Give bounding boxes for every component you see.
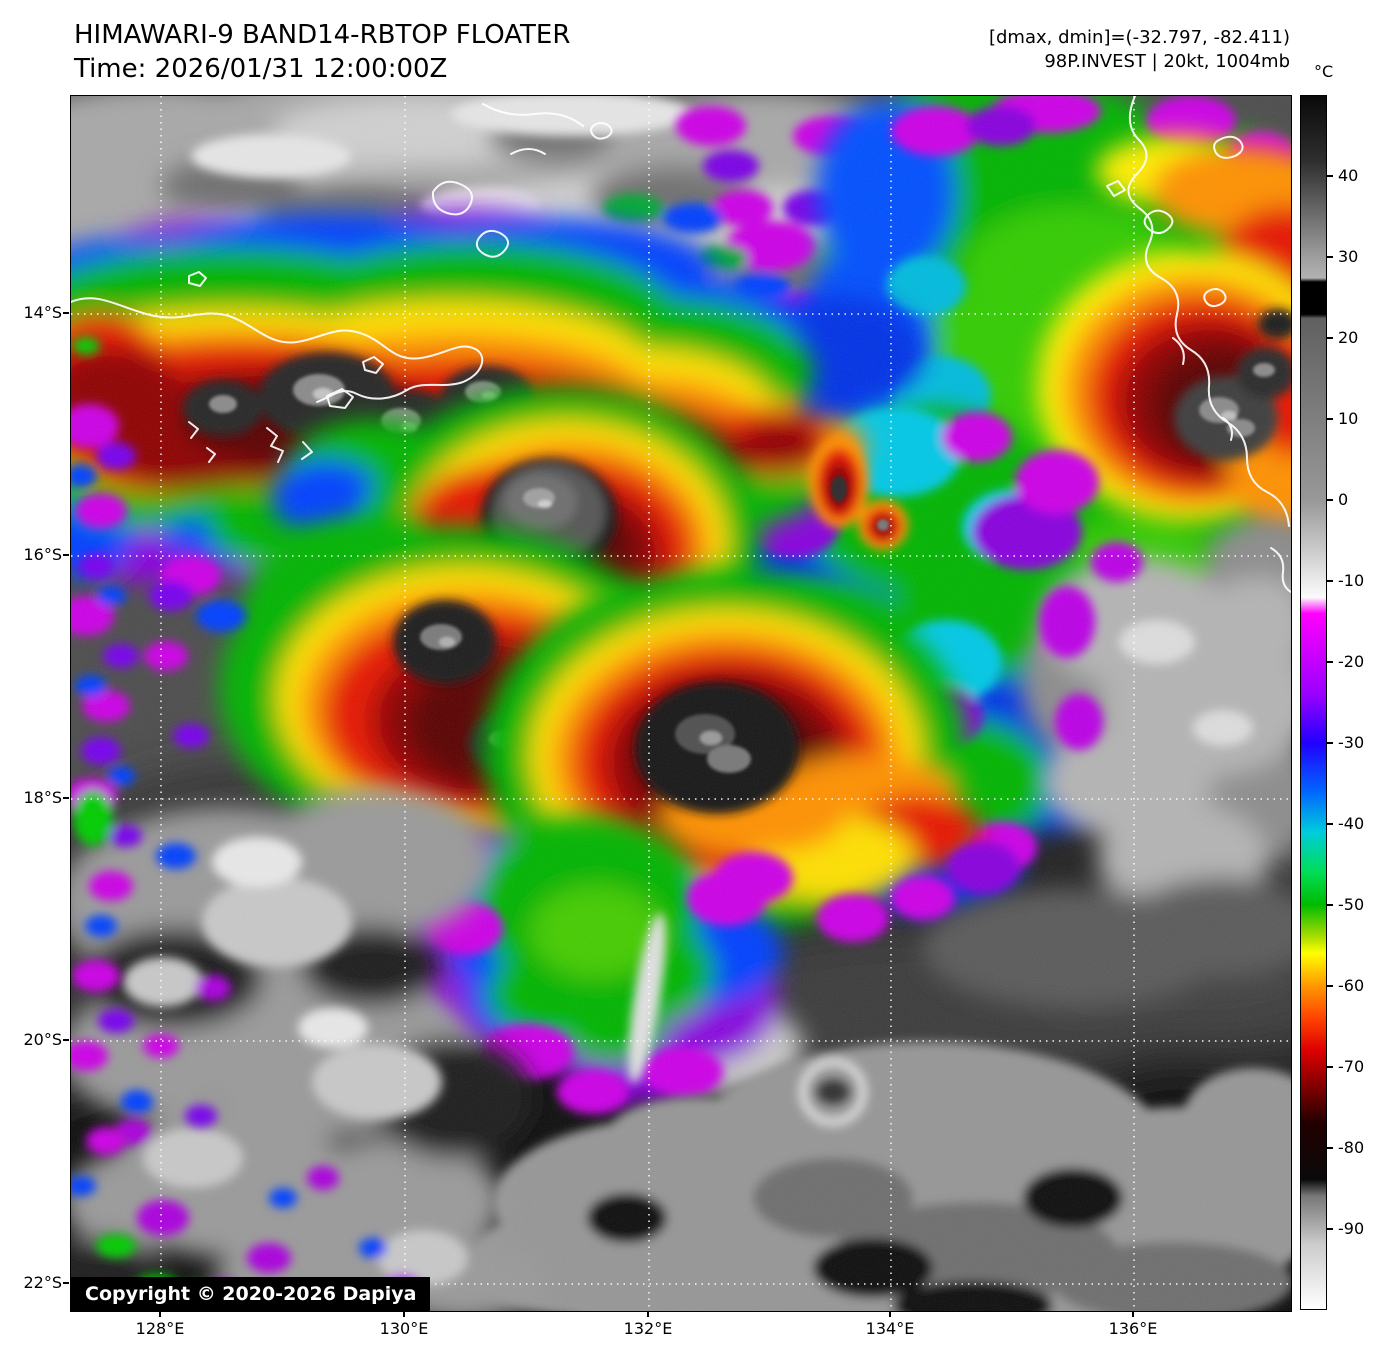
lat-label: 14°S bbox=[23, 303, 62, 322]
lat-label: 18°S bbox=[23, 788, 62, 807]
time-label: Time: 2026/01/31 12:00:00Z bbox=[74, 54, 448, 84]
colorbar-tick bbox=[1327, 1228, 1333, 1230]
colorbar-tick bbox=[1327, 1147, 1333, 1149]
colorbar-tick-label: -40 bbox=[1338, 814, 1365, 833]
colorbar-tick-label: 30 bbox=[1338, 247, 1359, 266]
colorbar-tick-label: -50 bbox=[1338, 895, 1365, 914]
colorbar-tick bbox=[1327, 499, 1333, 501]
colorbar-tick bbox=[1327, 1066, 1333, 1068]
colorbar-tick bbox=[1327, 742, 1333, 744]
lon-label: 130°E bbox=[379, 1319, 429, 1338]
axis-tick bbox=[63, 797, 69, 799]
colorbar-tick bbox=[1327, 985, 1333, 987]
axis-tick bbox=[647, 1311, 649, 1317]
colorbar-unit: °C bbox=[1314, 62, 1334, 81]
storm-info-label: 98P.INVEST | 20kt, 1004mb bbox=[1044, 51, 1290, 72]
satellite-image bbox=[71, 96, 1291, 1311]
colorbar-tick bbox=[1327, 418, 1333, 420]
colorbar-tick-label: -90 bbox=[1338, 1219, 1365, 1238]
colorbar-tick-label: -70 bbox=[1338, 1057, 1365, 1076]
satellite-map: Copyright © 2020-2026 Dapiya bbox=[70, 95, 1292, 1312]
axis-tick bbox=[1132, 1311, 1134, 1317]
axis-tick bbox=[403, 1311, 405, 1317]
colorbar-tick bbox=[1327, 904, 1333, 906]
colorbar-tick-label: 10 bbox=[1338, 409, 1359, 428]
lon-label: 132°E bbox=[623, 1319, 673, 1338]
colorbar-tick-label: 40 bbox=[1338, 166, 1359, 185]
lat-label: 16°S bbox=[23, 545, 62, 564]
colorbar-tick-label: 0 bbox=[1338, 490, 1349, 509]
grid-lines bbox=[71, 96, 1291, 1311]
axis-tick bbox=[63, 554, 69, 556]
header-left: HIMAWARI-9 BAND14-RBTOP FLOATER Time: 20… bbox=[74, 18, 570, 86]
colorbar-tick bbox=[1327, 823, 1333, 825]
axis-tick bbox=[159, 1311, 161, 1317]
colorbar-tick bbox=[1327, 256, 1333, 258]
lat-label: 20°S bbox=[23, 1030, 62, 1049]
colorbar-tick-label: -60 bbox=[1338, 976, 1365, 995]
copyright-label: Copyright © 2020-2026 Dapiya bbox=[71, 1277, 431, 1311]
axis-tick bbox=[889, 1311, 891, 1317]
colorbar-tick bbox=[1327, 580, 1333, 582]
colorbar-tick-label: -10 bbox=[1338, 571, 1365, 590]
dmax-dmin-label: [dmax, dmin]=(-32.797, -82.411) bbox=[988, 27, 1290, 48]
colorbar-tick bbox=[1327, 661, 1333, 663]
lon-label: 134°E bbox=[865, 1319, 915, 1338]
lon-label: 128°E bbox=[135, 1319, 185, 1338]
axis-tick bbox=[63, 1039, 69, 1041]
lon-label: 136°E bbox=[1108, 1319, 1158, 1338]
product-title: HIMAWARI-9 BAND14-RBTOP FLOATER bbox=[74, 20, 571, 50]
colorbar-tick bbox=[1327, 337, 1333, 339]
axis-tick bbox=[63, 1282, 69, 1284]
header-right: [dmax, dmin]=(-32.797, -82.411) 98P.INVE… bbox=[989, 26, 1290, 74]
axis-tick bbox=[63, 312, 69, 314]
colorbar-tick-label: -80 bbox=[1338, 1138, 1365, 1157]
colorbar-tick bbox=[1327, 175, 1333, 177]
lat-label: 22°S bbox=[23, 1273, 62, 1292]
colorbar-tick-label: 20 bbox=[1338, 328, 1359, 347]
colorbar-tick-label: -20 bbox=[1338, 652, 1365, 671]
colorbar-tick-label: -30 bbox=[1338, 733, 1365, 752]
colorbar bbox=[1300, 95, 1327, 1310]
